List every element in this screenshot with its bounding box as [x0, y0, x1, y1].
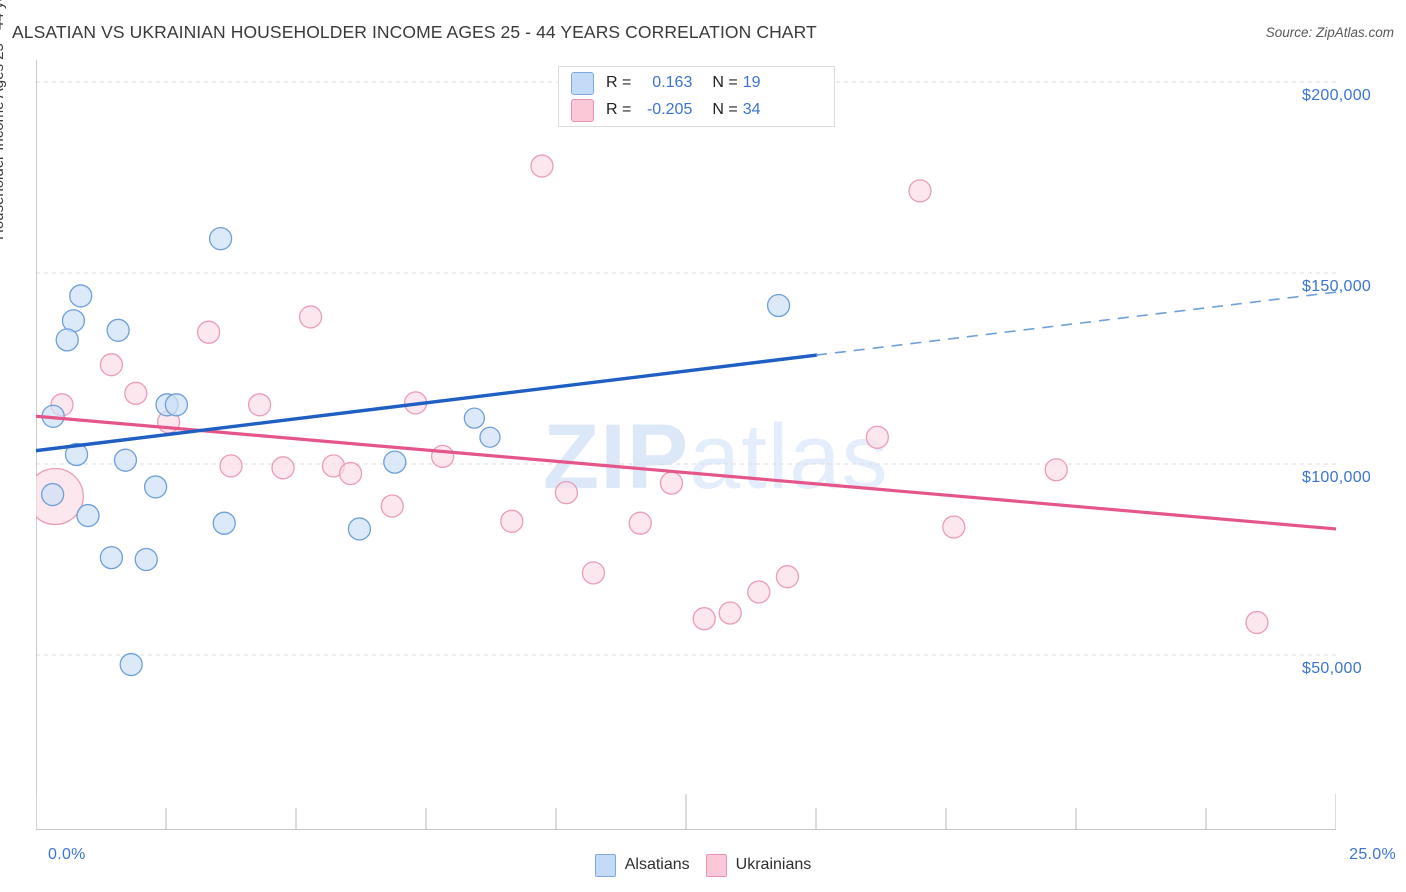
ukrainians-n-label: N =: [712, 101, 738, 118]
legend-label-alsatians: Alsatians: [624, 856, 690, 873]
alsatians-points: [40, 226, 791, 677]
alsatians-r-label: R =: [606, 74, 632, 91]
y-axis-label: $200,000: [1302, 87, 1372, 104]
watermark-atlas: atlas: [689, 406, 889, 508]
x-axis-label: 0.0%: [48, 846, 86, 863]
x-axis-ticks: [36, 794, 1336, 830]
alsatians-legend-swatch-icon: [594, 853, 616, 877]
page-title: ALSATIAN VS UKRAINIAN HOUSEHOLDER INCOME…: [12, 22, 817, 42]
alsatians-trendline: [36, 291, 1336, 453]
ukrainians-trendline: [36, 414, 1336, 531]
ukrainians-n-value: 34: [742, 101, 761, 118]
scatter-plot-area: [36, 60, 1336, 830]
ukrainians-swatch-icon: [571, 98, 594, 122]
correlation-stats-box: R = 0.163 N = 19 R = -0.205 N = 34: [558, 66, 835, 127]
x-axis-label: 25.0%: [1349, 846, 1396, 863]
alsatians-swatch-icon: [571, 71, 594, 95]
legend-item-ukrainians[interactable]: Ukrainians: [705, 853, 812, 877]
alsatians-r-value: 0.163: [652, 74, 693, 91]
y-axis-label: $150,000: [1302, 278, 1372, 295]
ukrainians-r-label: R =: [606, 101, 632, 118]
ukrainians-points: [36, 72, 1269, 635]
legend-label-ukrainians: Ukrainians: [735, 856, 812, 873]
y-axis-label: $100,000: [1302, 469, 1372, 486]
ukrainians-legend-swatch-icon: [705, 853, 727, 877]
alsatians-n-value: 19: [742, 74, 761, 91]
stats-row-ukrainians: R = -0.205 N = 34: [571, 97, 760, 123]
gridlines: [36, 81, 1336, 656]
y-axis-label: $50,000: [1302, 660, 1362, 677]
ukrainians-r-value: -0.205: [646, 101, 693, 118]
stats-row-alsatians: R = 0.163 N = 19: [571, 70, 760, 96]
plot-svg: [36, 60, 1336, 830]
zipatlas-watermark: ZIPatlas: [543, 405, 888, 510]
legend-item-alsatians[interactable]: Alsatians: [594, 853, 690, 877]
axis-lines: [36, 60, 1336, 830]
source-attribution: Source: ZipAtlas.com: [1265, 25, 1394, 40]
alsatians-n-label: N =: [712, 74, 738, 91]
chart-legend: Alsatians Ukrainians: [0, 850, 1406, 880]
y-axis-title: Householder Income Ages 25 - 44 years: [0, 0, 7, 240]
